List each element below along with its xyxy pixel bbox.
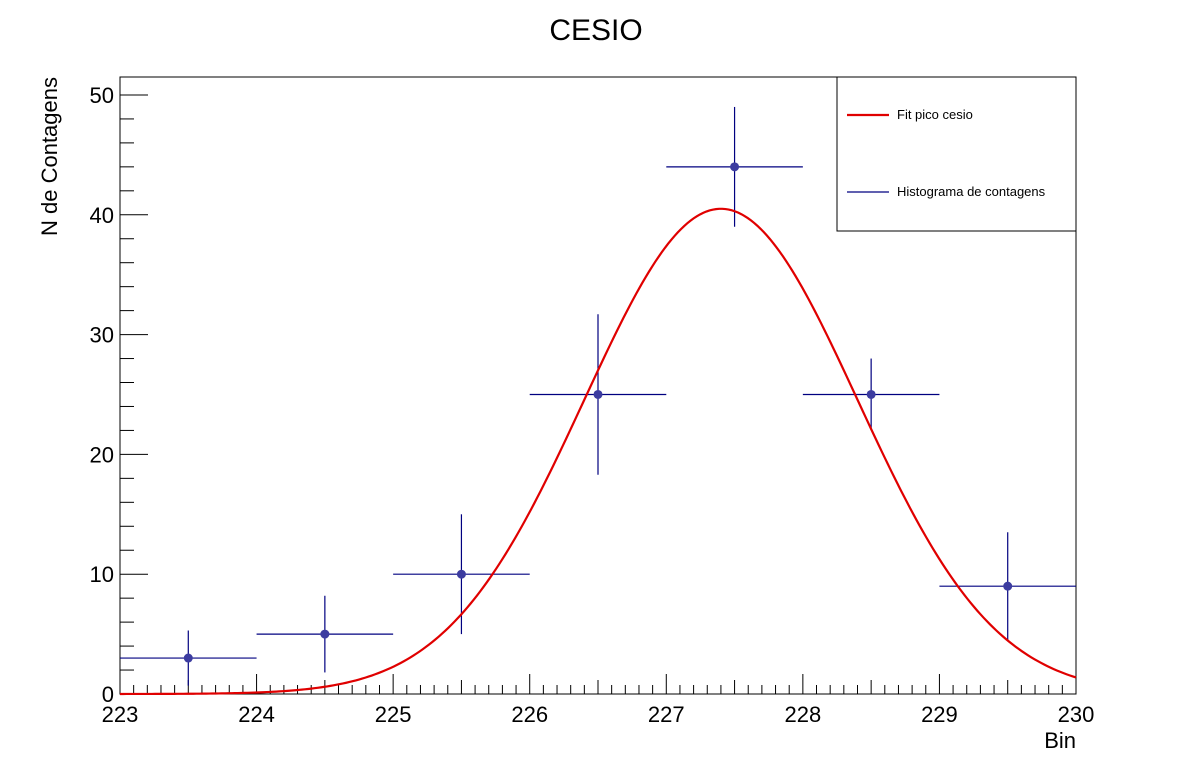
y-tick-label: 10 xyxy=(90,562,114,587)
plot-frame xyxy=(119,76,1077,695)
histogram-bin xyxy=(939,532,1076,641)
x-tick-label: 225 xyxy=(375,702,412,727)
histogram-bin xyxy=(120,630,257,686)
y-axis-label: N de Contagens xyxy=(37,77,62,236)
x-tick-label: 227 xyxy=(648,702,685,727)
data-point xyxy=(183,653,193,663)
x-tick-label: 228 xyxy=(784,702,821,727)
histogram-bin xyxy=(529,314,667,475)
chart-title: CESIO xyxy=(549,14,642,47)
histogram-series xyxy=(120,106,1076,686)
x-tick-label: 223 xyxy=(102,702,139,727)
histogram-bin xyxy=(666,106,803,227)
legend-box xyxy=(836,76,1077,232)
data-point xyxy=(456,569,466,579)
y-tick-label: 50 xyxy=(90,83,114,108)
x-tick-label: 230 xyxy=(1058,702,1095,727)
data-point xyxy=(593,389,603,399)
data-point xyxy=(320,629,330,639)
histogram-bin xyxy=(256,595,394,673)
data-point xyxy=(866,389,876,399)
data-point xyxy=(730,162,740,172)
legend-fit-label: Fit pico cesio xyxy=(897,107,973,122)
legend-histogram-label: Histograma de contagens xyxy=(897,184,1046,199)
x-tick-label: 224 xyxy=(238,702,275,727)
data-point xyxy=(1003,581,1013,591)
x-tick-label: 229 xyxy=(921,702,958,727)
y-tick-label: 30 xyxy=(90,323,114,348)
fit-curve xyxy=(120,207,1077,696)
legend: Fit pico cesio Histograma de contagens xyxy=(836,76,1077,232)
histogram-bin xyxy=(802,358,940,431)
y-tick-label: 20 xyxy=(90,442,114,467)
y-tick-label: 40 xyxy=(90,203,114,228)
axis-tick-labels: 223 224 225 226 227 228 229 230 0 10 20 30 40 50 xyxy=(90,83,1095,727)
x-axis-label: Bin xyxy=(1044,728,1076,753)
x-tick-label: 226 xyxy=(511,702,548,727)
y-tick-label: 0 xyxy=(102,682,114,707)
